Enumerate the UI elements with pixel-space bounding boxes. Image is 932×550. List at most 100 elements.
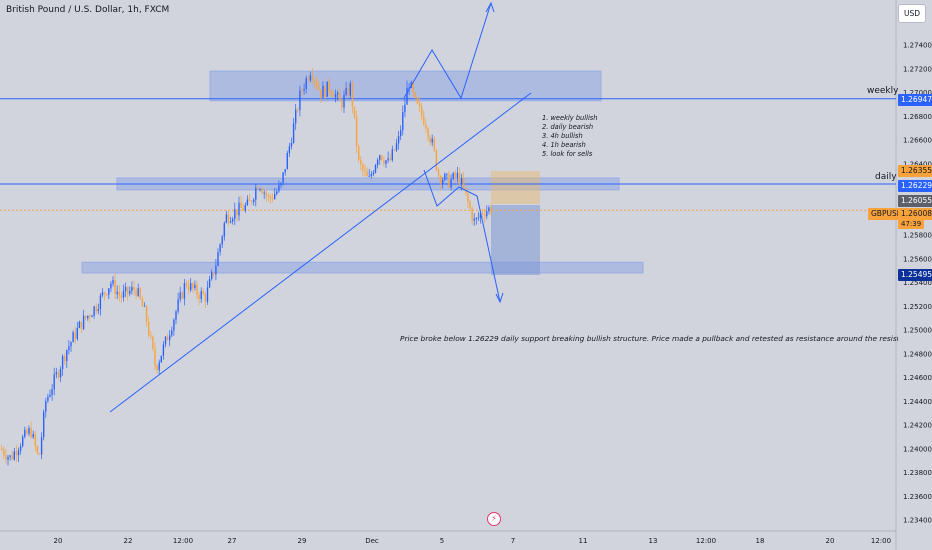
candle [66,350,68,362]
candle [456,172,459,178]
candle [19,446,22,451]
candle [164,336,167,345]
stop-box [491,205,540,275]
candle [429,137,431,143]
analysis-notes: 1. weekly bullish 2. daily bearish 3. 4h… [542,113,597,159]
candle [271,198,274,199]
support-price-tag: 1.25495 [898,269,932,281]
y-tick-label: 1.24000 [903,445,932,453]
candle [416,97,419,104]
entry-price-tag: 1.26055 [898,195,932,207]
candle [301,90,303,92]
candle [328,81,330,92]
daily-price-tag: 1.26229 [898,180,932,192]
candle [244,205,246,211]
candle [479,213,482,218]
support-zone [81,261,644,274]
currency-button[interactable]: USD [898,4,926,23]
candle [124,287,127,292]
candle [379,155,381,160]
last-price-tag: 1.26008 [898,208,932,220]
candle [190,283,192,291]
candle [82,315,85,330]
candle [259,188,261,190]
candle [425,124,427,129]
candle [446,173,448,175]
candle [9,455,11,457]
candle [7,456,9,460]
candle [332,93,335,98]
candle [154,348,156,366]
candle [437,169,440,177]
candle [282,172,284,183]
candle [221,236,223,245]
candle [173,319,175,331]
y-tick-label: 1.24600 [903,374,932,382]
candle [64,356,66,362]
x-tick-label: 13 [649,537,658,545]
candle [360,160,362,165]
candle [229,221,232,223]
candle [169,335,171,341]
candle [24,429,26,437]
candle [406,87,408,105]
x-tick-label: 7 [511,537,515,545]
candle [309,75,312,81]
candle [418,103,421,107]
candle [372,172,375,175]
candle [393,149,396,151]
y-tick-label: 1.27000 [903,89,932,97]
candle [484,214,486,217]
x-tick-label: 12:00 [696,537,716,545]
target-box [491,171,540,204]
candle [364,170,366,172]
candle [101,292,104,296]
weekly-label: weekly [867,86,899,96]
candle [299,90,301,111]
candle [78,321,81,328]
candle [421,106,423,116]
candle [274,194,276,199]
zones-layer [81,70,644,275]
candle [152,336,154,349]
y-axis: 1.27400 1.27200 1.27000 1.26800 1.26600 1.264… [903,42,932,525]
candle [32,433,34,438]
candle [202,291,204,295]
candle [385,160,387,164]
candle [469,201,471,209]
candle [471,208,473,221]
candle [341,100,343,108]
candle [38,453,41,455]
candle [131,286,133,291]
candle [198,294,200,299]
candle [110,283,112,289]
candle [89,315,91,317]
flash-icon[interactable]: ⚡ [487,512,501,526]
candle [349,83,351,96]
candle [219,244,221,253]
drawings-layer [109,1,532,413]
candle [313,80,316,82]
candle [114,279,116,295]
candle [311,75,314,81]
arrow-head-up [485,1,495,13]
candle [355,116,358,147]
candle [400,130,402,137]
daily-upper-price-tag: 1.26355 [898,165,932,177]
candle [318,86,320,90]
candle [106,294,108,295]
y-tick-label: 1.25200 [903,303,932,311]
candle [307,78,309,81]
candle [133,286,135,291]
candle [295,109,297,124]
candle [387,158,389,161]
candle [267,195,270,197]
candle [454,172,456,178]
candle [376,159,379,166]
candle [135,290,137,296]
candle [343,94,345,108]
candle [211,271,213,280]
candle [292,123,295,144]
